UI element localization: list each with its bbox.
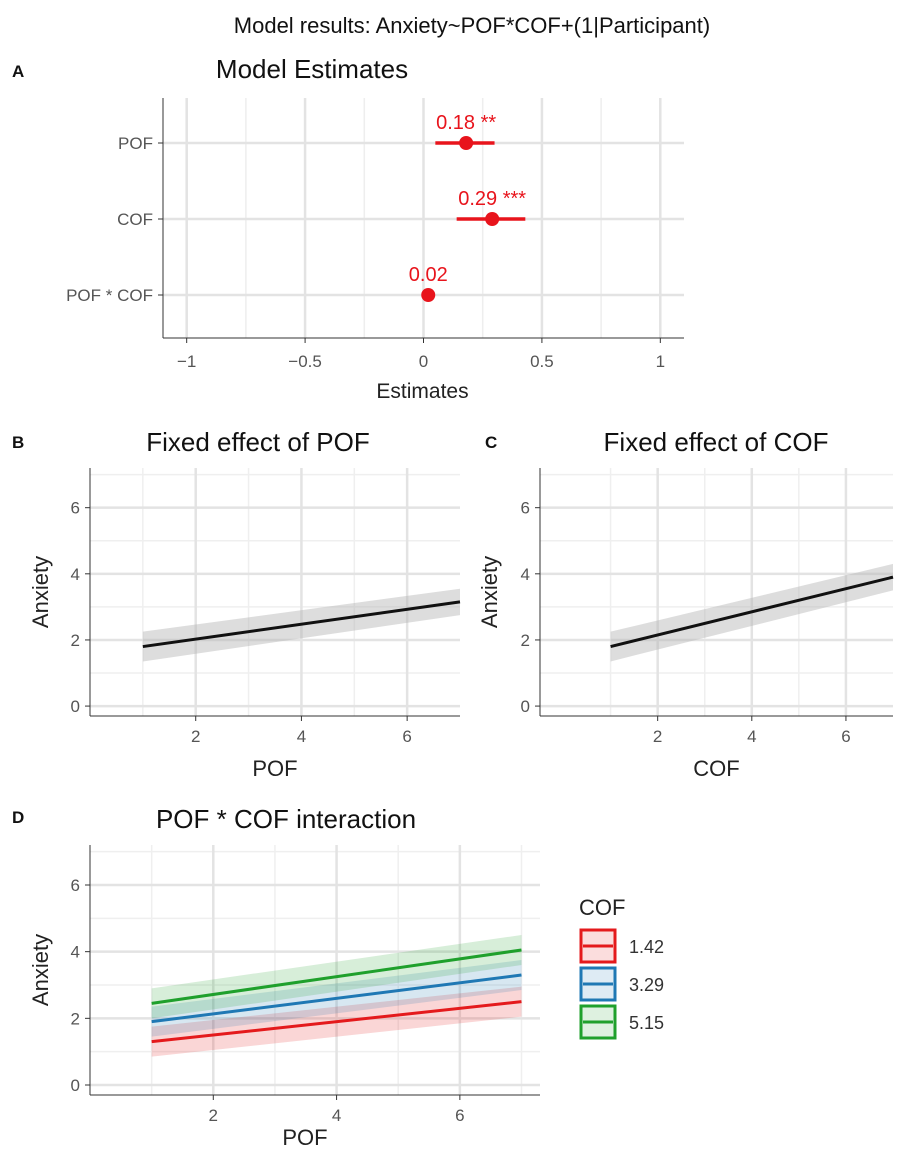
legend-label: 5.15 (629, 1013, 664, 1033)
panel-tag-d: D (12, 808, 24, 827)
x-tick-label: 4 (332, 1106, 341, 1125)
y-tick-label: POF * COF (66, 286, 153, 305)
legend-title: COF (579, 895, 625, 920)
y-tick-label: 2 (71, 631, 80, 650)
x-tick-label: 2 (653, 727, 662, 746)
chart-title: Model Estimates (216, 54, 408, 84)
y-tick-label: 4 (521, 565, 530, 584)
y-tick-label: 6 (71, 876, 80, 895)
y-axis-label: Anxiety (28, 934, 53, 1006)
y-tick-label: POF (118, 134, 153, 153)
estimate-point (421, 288, 436, 302)
fit-line (142, 600, 461, 649)
x-tick-label: 6 (455, 1106, 464, 1125)
chart-title: Fixed effect of COF (604, 427, 829, 457)
x-tick-label: 4 (297, 727, 306, 746)
x-tick-label: 0 (419, 352, 428, 371)
panel-d-interaction: POF * COF interaction 2 4 6 0 2 4 6 POF Anxiety CO… (28, 804, 664, 1149)
y-tick-label: COF (117, 210, 153, 229)
estimate-point (485, 212, 500, 226)
y-tick-label: 0 (71, 1076, 80, 1095)
estimate-label: 0.18 ** (436, 112, 496, 134)
x-axis-label: POF (282, 1125, 327, 1149)
x-tick-label: 6 (402, 727, 411, 746)
y-axis-label: Anxiety (28, 556, 53, 628)
x-axis-label: POF (252, 756, 297, 781)
y-tick-label: 4 (71, 565, 80, 584)
x-tick-label: 6 (841, 727, 850, 746)
panel-tag-a: A (12, 62, 24, 81)
estimate-label: 0.29 *** (458, 188, 526, 210)
x-tick-label: 2 (191, 727, 200, 746)
panel-a-estimates: Model Estimates −1 −0.5 0 0.5 1 Estimates POF 0.… (66, 54, 684, 403)
x-tick-label: 1 (656, 352, 665, 371)
y-tick-label: 0 (71, 697, 80, 716)
y-tick-label: 2 (521, 631, 530, 650)
panel-c-fixed-effect-cof: Fixed effect of COF 2 4 6 0 2 4 6 COF Anxiety (477, 427, 894, 781)
y-tick-label: 4 (71, 943, 80, 962)
x-tick-label: −0.5 (288, 352, 322, 371)
legend-label: 3.29 (629, 975, 664, 995)
legend-label: 1.42 (629, 937, 664, 957)
x-tick-label: 0.5 (530, 352, 554, 371)
x-axis-label: Estimates (376, 380, 468, 403)
fit-line (151, 948, 522, 1005)
y-tick-label: 0 (521, 697, 530, 716)
figure-title: Model results: Anxiety~POF*COF+(1|Partic… (234, 13, 710, 38)
fit-line (151, 1000, 522, 1044)
panel-b-fixed-effect-pof: Fixed effect of POF 2 4 6 0 2 4 6 POF Anxiety (28, 427, 461, 781)
x-axis-label: COF (693, 756, 739, 781)
panel-tag-b: B (12, 433, 24, 452)
chart-title: POF * COF interaction (156, 804, 416, 834)
panel-tag-c: C (485, 433, 497, 452)
y-tick-label: 6 (521, 499, 530, 518)
chart-title: Fixed effect of POF (146, 427, 370, 457)
fit-line (151, 973, 522, 1024)
y-tick-label: 6 (71, 499, 80, 518)
estimate-label: 0.02 (409, 264, 448, 286)
y-tick-label: 2 (71, 1009, 80, 1028)
x-tick-label: 4 (747, 727, 756, 746)
fit-line (610, 575, 894, 649)
x-tick-label: −1 (177, 352, 196, 371)
x-tick-label: 2 (209, 1106, 218, 1125)
estimate-point (459, 136, 474, 150)
y-axis-label: Anxiety (477, 556, 502, 628)
